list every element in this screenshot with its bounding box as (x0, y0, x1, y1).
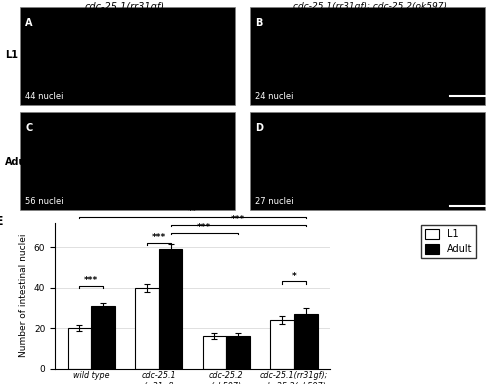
Text: 56 nuclei: 56 nuclei (25, 197, 64, 206)
Text: ***: *** (231, 215, 245, 224)
Text: 24 nuclei: 24 nuclei (255, 92, 294, 101)
Bar (294, 314, 318, 369)
FancyBboxPatch shape (20, 7, 235, 105)
Y-axis label: Number of intestinal nuclei: Number of intestinal nuclei (19, 234, 28, 358)
Bar (270, 320, 294, 369)
Bar (135, 288, 158, 369)
Text: ***: *** (197, 223, 212, 232)
Text: L1: L1 (5, 50, 18, 60)
Text: 27 nuclei: 27 nuclei (255, 197, 294, 206)
Bar (226, 336, 250, 369)
FancyBboxPatch shape (20, 112, 235, 210)
Text: **: ** (188, 207, 197, 216)
Bar (91, 306, 115, 369)
Text: cdc-25.1(rr31gf); cdc-25.2(ok597): cdc-25.1(rr31gf); cdc-25.2(ok597) (293, 2, 447, 11)
Bar (68, 328, 91, 369)
Text: Adult: Adult (5, 157, 34, 167)
Bar (158, 249, 182, 369)
Legend: L1, Adult: L1, Adult (421, 225, 476, 258)
Text: ***: *** (84, 276, 98, 285)
Text: ***: *** (152, 233, 166, 242)
Text: C: C (25, 122, 32, 132)
Bar (202, 336, 226, 369)
Text: A: A (25, 18, 32, 28)
FancyBboxPatch shape (250, 7, 485, 105)
FancyBboxPatch shape (250, 112, 485, 210)
Text: *: * (292, 272, 296, 281)
Text: E: E (0, 215, 3, 228)
Text: B: B (255, 18, 262, 28)
Text: 44 nuclei: 44 nuclei (25, 92, 64, 101)
Text: D: D (255, 122, 263, 132)
Text: cdc-25.1(rr31gf): cdc-25.1(rr31gf) (85, 2, 165, 12)
